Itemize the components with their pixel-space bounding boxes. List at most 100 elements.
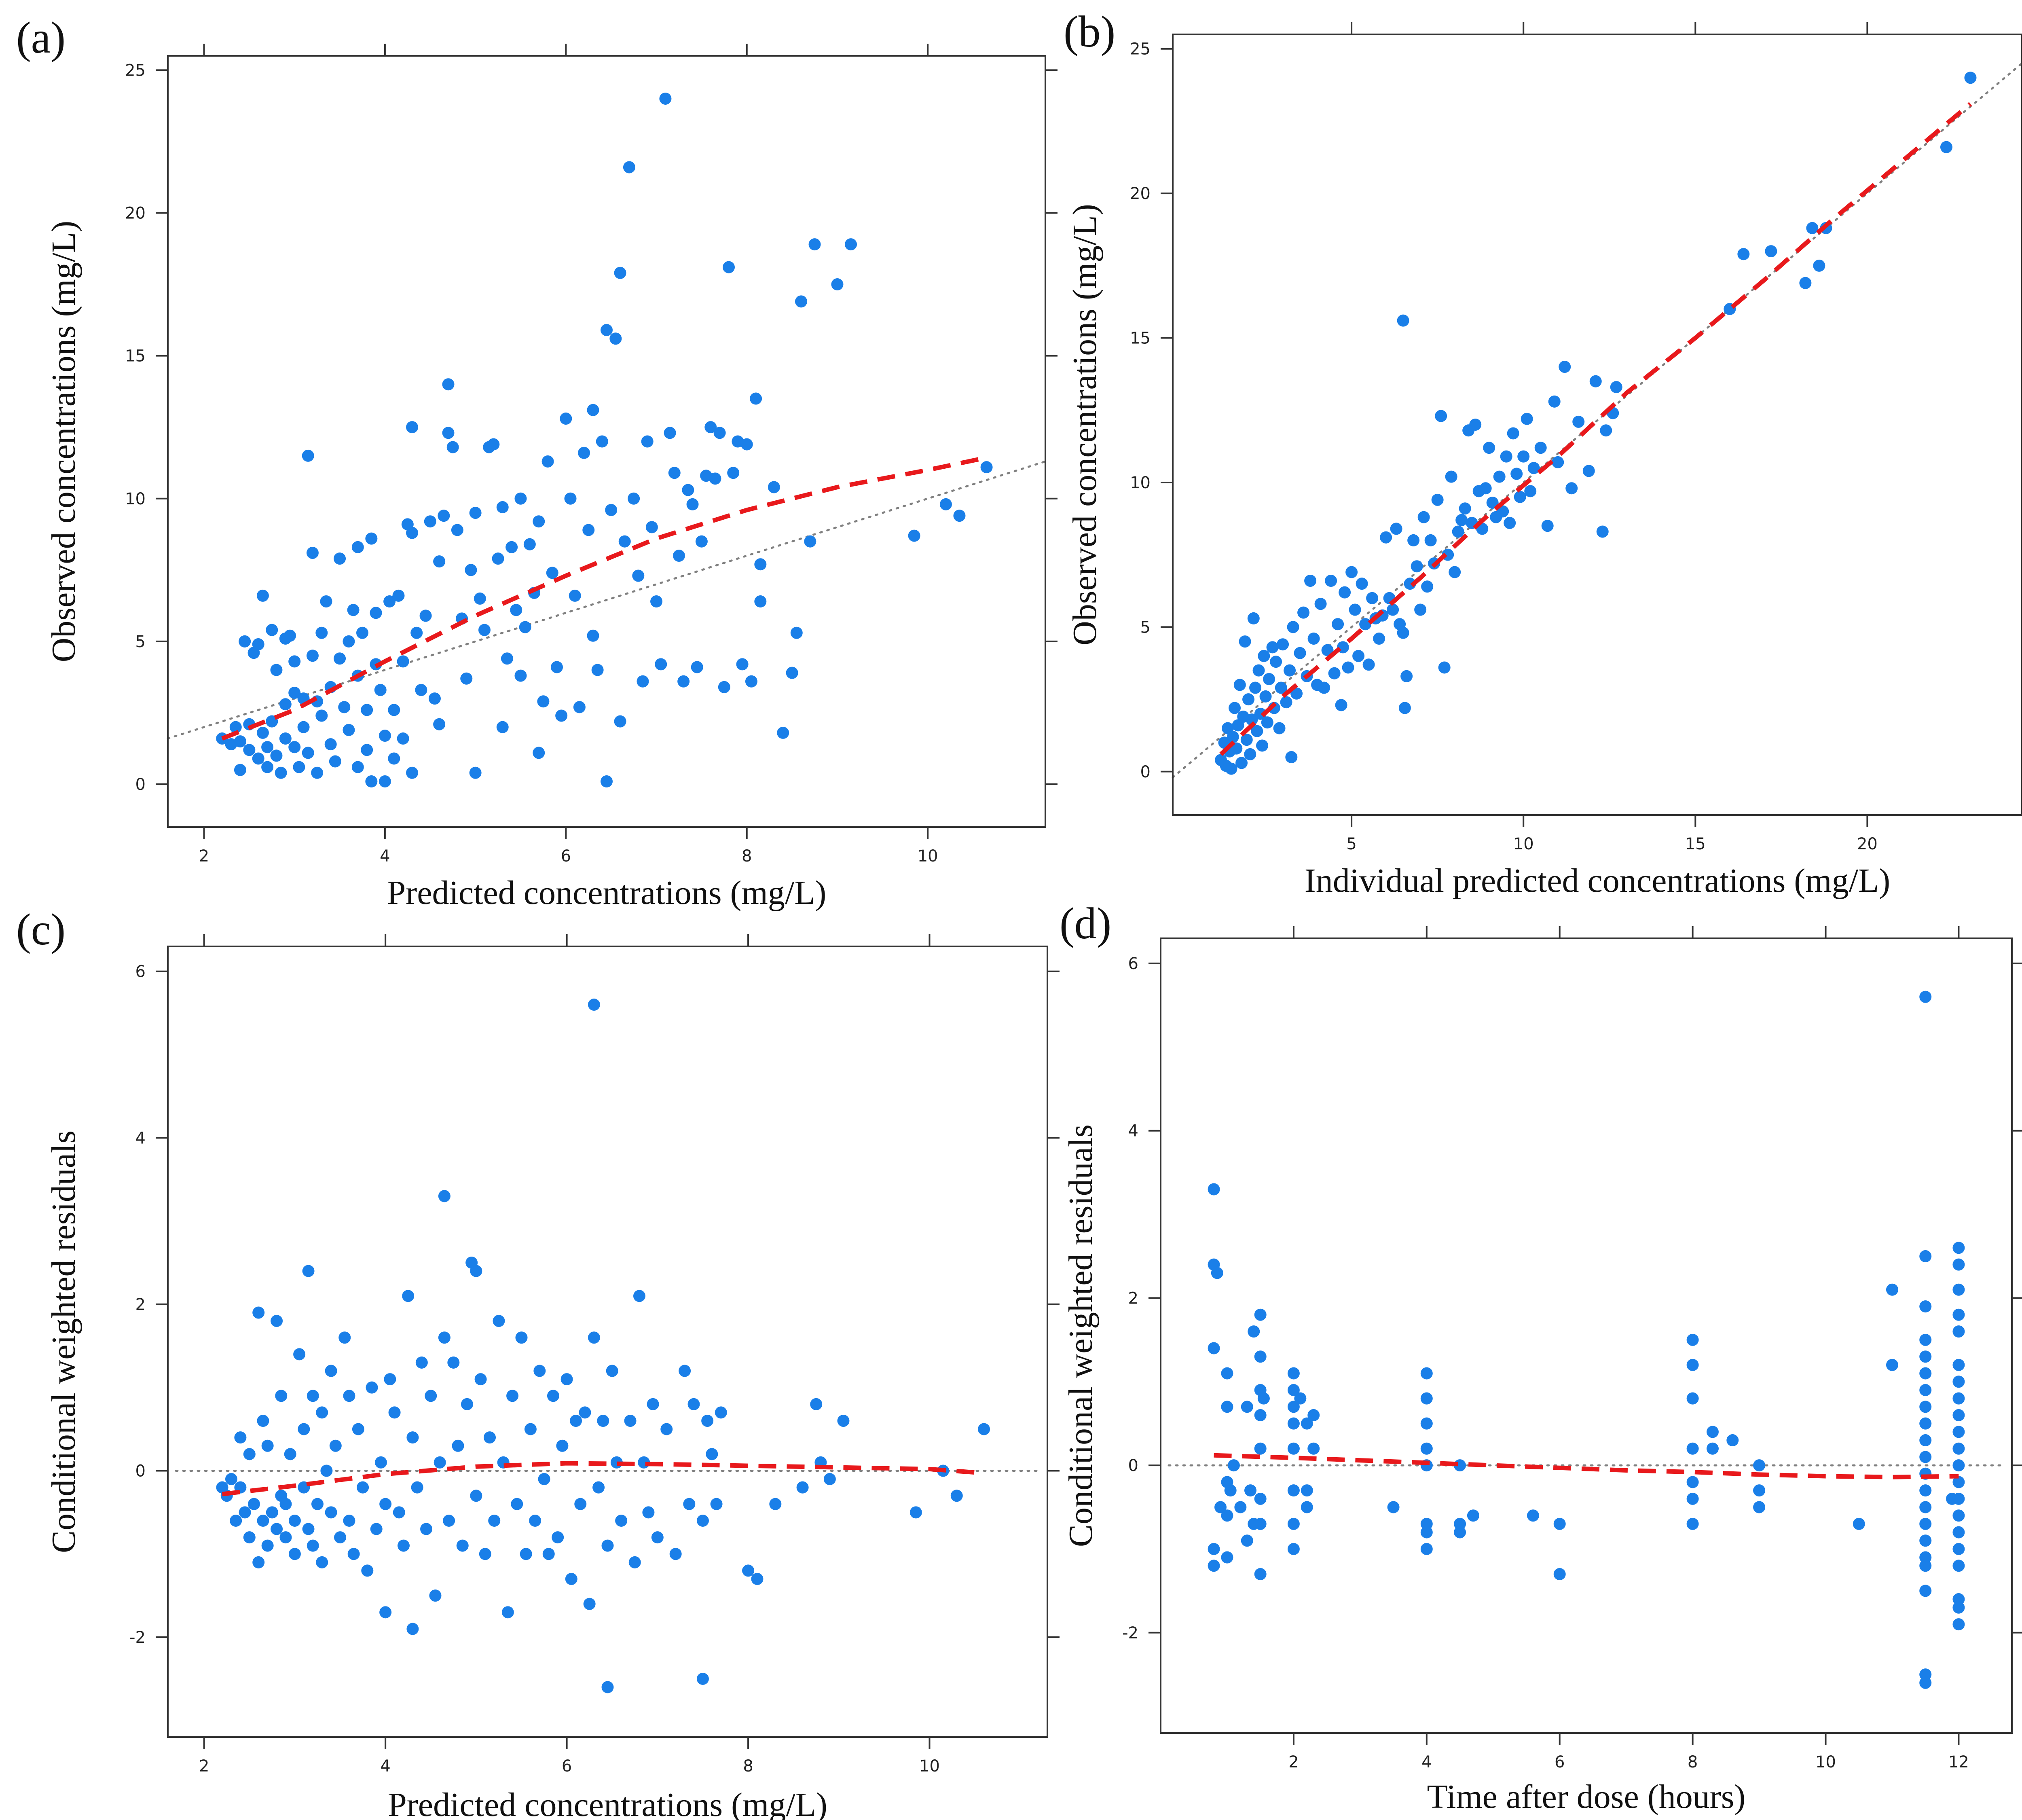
data-point-128 xyxy=(1806,222,1819,234)
data-point-49 xyxy=(370,1523,383,1535)
data-point-78 xyxy=(1417,511,1430,523)
data-point-91 xyxy=(1919,1551,1932,1564)
data-point-59 xyxy=(379,729,391,742)
x-tick-label-10: 10 xyxy=(1513,835,1534,853)
data-point-78 xyxy=(438,510,450,522)
data-point-5 xyxy=(1225,762,1237,775)
data-point-27 xyxy=(1254,1568,1267,1580)
data-point-21 xyxy=(279,698,292,711)
data-point-125 xyxy=(614,715,626,728)
data-point-18 xyxy=(271,1523,283,1535)
data-point-64 xyxy=(429,1589,442,1602)
data-point-40 xyxy=(1301,1501,1313,1513)
data-point-9 xyxy=(252,638,264,650)
data-point-77 xyxy=(479,1548,491,1560)
x-tick-label-5: 5 xyxy=(1346,835,1356,853)
data-point-27 xyxy=(1263,673,1275,686)
data-point-29 xyxy=(302,1265,315,1277)
data-point-10 xyxy=(252,752,264,765)
y-axis-label: Observed concentrations (mg/L) xyxy=(45,221,82,662)
data-point-66 xyxy=(1706,1426,1719,1438)
data-point-56 xyxy=(397,1539,410,1552)
data-point-12 xyxy=(256,726,269,739)
panel-b: 5 10 15 20 0 5 10 15 20 25 Individual predicted co… xyxy=(1064,7,2022,899)
data-point-93 xyxy=(1469,419,1482,431)
data-point-116 xyxy=(1952,1601,1965,1614)
data-point-78 xyxy=(484,1431,496,1444)
data-point-26 xyxy=(288,741,301,753)
data-point-55 xyxy=(1345,566,1358,578)
data-point-14 xyxy=(1234,1501,1247,1513)
data-point-19 xyxy=(275,1390,288,1402)
x-tick-label-4: 4 xyxy=(1421,1753,1432,1771)
data-point-105 xyxy=(601,1681,614,1693)
data-point-112 xyxy=(1952,1526,1965,1539)
data-point-43 xyxy=(1307,632,1320,645)
data-point-28 xyxy=(1266,641,1279,654)
data-point-48 xyxy=(351,541,364,553)
data-point-48 xyxy=(366,1381,378,1394)
data-point-58 xyxy=(1553,1568,1566,1580)
data-point-152 xyxy=(736,658,749,671)
data-point-11 xyxy=(1235,757,1248,769)
panel-label: (a) xyxy=(16,13,66,62)
data-point-88 xyxy=(1919,1501,1932,1513)
data-point-61 xyxy=(1686,1392,1699,1405)
x-axis-label: Predicted concentrations (mg/L) xyxy=(387,874,827,912)
y-tick-label-m2: -2 xyxy=(1122,1624,1138,1642)
y-tick-label-0: 0 xyxy=(1128,1456,1138,1475)
data-point-2 xyxy=(1208,1342,1220,1354)
data-point-101 xyxy=(523,538,536,550)
data-point-115 xyxy=(1559,361,1571,373)
data-point-118 xyxy=(591,664,604,676)
data-point-10 xyxy=(252,1306,265,1319)
data-point-110 xyxy=(1952,1492,1965,1505)
data-point-27 xyxy=(293,761,305,773)
data-point-106 xyxy=(601,1539,614,1552)
x-tick-label-8: 8 xyxy=(742,847,752,866)
data-point-21 xyxy=(1254,1350,1267,1363)
data-point-45 xyxy=(1314,598,1327,610)
data-point-19 xyxy=(275,766,287,779)
data-point-32 xyxy=(1275,681,1287,694)
data-point-16 xyxy=(1244,748,1256,760)
data-point-28 xyxy=(1257,1392,1270,1405)
data-point-86 xyxy=(1445,470,1457,483)
data-point-13 xyxy=(1227,1459,1240,1472)
data-point-71 xyxy=(1397,314,1409,327)
data-point-86 xyxy=(520,1548,532,1560)
panel-label: (c) xyxy=(16,905,66,954)
data-point-44 xyxy=(338,701,351,713)
data-point-133 xyxy=(650,595,663,608)
data-point-2 xyxy=(229,721,242,733)
data-point-54 xyxy=(1454,1517,1466,1530)
data-point-51 xyxy=(356,626,368,639)
data-point-103 xyxy=(533,515,545,528)
data-point-13 xyxy=(1239,635,1251,648)
data-point-132 xyxy=(645,521,658,533)
data-point-25 xyxy=(1259,690,1272,703)
data-point-6 xyxy=(1214,1501,1227,1513)
data-point-118 xyxy=(669,1548,682,1560)
data-point-66 xyxy=(397,732,409,745)
data-point-114 xyxy=(642,1506,655,1519)
y-tick-label-4: 4 xyxy=(135,1129,146,1147)
data-point-116 xyxy=(651,1531,664,1544)
data-point-102 xyxy=(1500,450,1512,463)
data-point-73 xyxy=(1886,1283,1898,1296)
data-point-76 xyxy=(474,1373,487,1386)
data-point-97 xyxy=(1483,442,1495,454)
data-point-137 xyxy=(668,467,681,479)
data-point-154 xyxy=(745,675,757,688)
data-point-166 xyxy=(845,238,857,251)
loess-trend-line xyxy=(1214,1453,1959,1479)
data-point-18 xyxy=(1247,612,1260,624)
data-point-31 xyxy=(302,449,314,462)
y-tick-label-25: 25 xyxy=(125,61,146,80)
data-point-68 xyxy=(1726,1434,1739,1447)
data-point-3 xyxy=(230,1514,242,1527)
data-point-76 xyxy=(1411,560,1423,573)
data-point-74 xyxy=(1886,1359,1898,1371)
data-point-103 xyxy=(1952,1376,1965,1388)
data-point-145 xyxy=(704,421,717,434)
